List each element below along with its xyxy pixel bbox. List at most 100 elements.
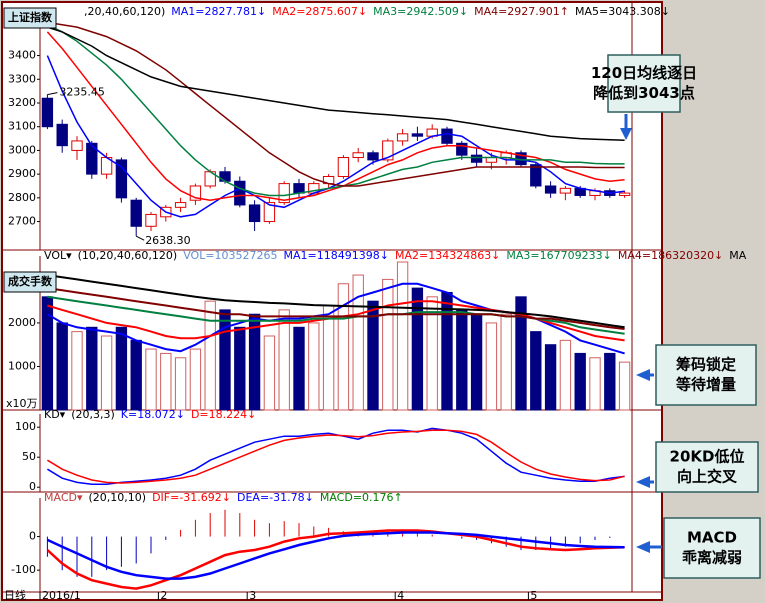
volume-bar (559, 339, 572, 411)
callout-arrowhead (620, 128, 632, 140)
callout-box (663, 517, 761, 579)
callout-text: 乖离减弱 (682, 549, 742, 567)
callout-text: 向上交叉 (677, 468, 738, 486)
ma-line (46, 31, 625, 201)
candle-body (174, 202, 187, 208)
legend-entry: MA4=2927.901↑ (474, 5, 569, 18)
candle-body (544, 185, 557, 194)
y-tick-label: 0 (29, 480, 36, 493)
legend-entry: K=18.072↓ (121, 408, 185, 421)
y-tick-label: 0 (29, 530, 36, 543)
volume-bar (204, 300, 216, 411)
volume-bar (604, 352, 616, 411)
ma-line (47, 429, 625, 484)
x-tick-label: 3 (249, 589, 256, 602)
legend-entry: MA4=186320320↓ (618, 249, 723, 262)
volume-bar (367, 300, 379, 411)
y-tick-label: 3200 (8, 96, 36, 109)
volume-bar (189, 348, 202, 411)
unit-label: x10万 (6, 397, 38, 410)
callout-text: 等待增量 (676, 376, 736, 394)
panel-title: 成交手数 (8, 274, 53, 288)
candle-body (293, 183, 305, 194)
candle-body (470, 154, 483, 163)
candle-body (41, 97, 54, 128)
callout-text: MACD (687, 529, 737, 547)
legend-entry: D=18.224↓ (191, 408, 256, 421)
y-tick-label: 2000 (8, 316, 36, 329)
candle-body (115, 159, 128, 199)
candle-body (71, 140, 83, 151)
indicator-name: KD▾ (44, 408, 66, 421)
volume-bar (441, 291, 453, 411)
candle-body (367, 152, 379, 161)
volume-bar (263, 335, 276, 411)
high-label: 3235.45 (59, 86, 105, 99)
volume-bar (618, 361, 631, 411)
x-tick-label: 2016/1 (42, 589, 81, 602)
callout-box (607, 54, 681, 113)
legend-entry: MA5=3043.308↓ (575, 5, 670, 18)
indicator-params: (20,3,3) (71, 408, 115, 421)
candle-body (86, 142, 98, 175)
indicator-params: (10,20,40,60,120) (78, 249, 178, 262)
volume-bar (530, 331, 542, 411)
candle-body (248, 204, 261, 223)
ma-line (46, 531, 625, 580)
y-tick-label: 3100 (8, 120, 36, 133)
volume-bar (411, 287, 424, 411)
candle-body (337, 157, 350, 177)
legend-entry: MA3=167709233↓ (506, 249, 611, 262)
callout-text: 20KD低位 (670, 448, 745, 466)
low-label: 2638.30 (145, 234, 191, 247)
candle-body (145, 213, 157, 227)
candle-body (618, 192, 631, 196)
y-tick-label: 2700 (8, 215, 36, 228)
y-tick-label: 50 (22, 450, 36, 463)
volume-bar (396, 261, 409, 411)
legend-entry: MA2=134324863↓ (395, 249, 500, 262)
volume-bar (589, 357, 601, 411)
legend-entry: MA1=118491398↓ (284, 249, 389, 262)
indicator-name: VOL▾ (44, 249, 72, 262)
candle-body (396, 133, 409, 142)
callout-box (655, 441, 759, 493)
volume-bar (130, 339, 142, 411)
chart-frame (1, 1, 663, 601)
legend-entry: DIF=-31.692↓ (152, 491, 231, 504)
volume-bar (500, 313, 512, 411)
volume-bar (544, 344, 557, 411)
legend-entry: MA2=2875.607↓ (272, 5, 367, 18)
indicator-params: ,20,40,60,120) (84, 5, 165, 18)
volume-bar (352, 274, 364, 411)
ma-line (46, 529, 625, 590)
ma-line (47, 26, 625, 141)
candle-body (219, 171, 231, 182)
volume-bar (41, 296, 54, 411)
volume-bar (278, 309, 290, 411)
ma-line (47, 274, 625, 329)
volume-bar (308, 322, 320, 411)
y-tick-label: 2900 (8, 167, 36, 180)
y-tick-label: 3400 (8, 49, 36, 62)
legend-entry: MACD=0.176↑ (320, 491, 403, 504)
x-tick-label: 4 (397, 589, 404, 602)
candle-body (56, 123, 68, 147)
x-tick-label: 2 (160, 589, 167, 602)
candle-body (234, 180, 246, 206)
y-tick-label: 100 (15, 420, 36, 433)
candle-body (382, 140, 394, 161)
volume-bar (485, 322, 498, 411)
candle-body (278, 183, 290, 204)
callout-arrowhead (636, 476, 650, 488)
callout-text: 降低到3043点 (593, 84, 695, 102)
candle-body (352, 152, 364, 159)
volume-bar (470, 313, 483, 411)
x-tick-label: 5 (530, 589, 537, 602)
y-tick-label: 1000 (8, 359, 36, 372)
callout-box (655, 344, 757, 406)
volume-bar (248, 313, 261, 411)
volume-bar (293, 326, 305, 411)
period-label: 日线 (4, 588, 26, 602)
candle-body (130, 199, 142, 227)
